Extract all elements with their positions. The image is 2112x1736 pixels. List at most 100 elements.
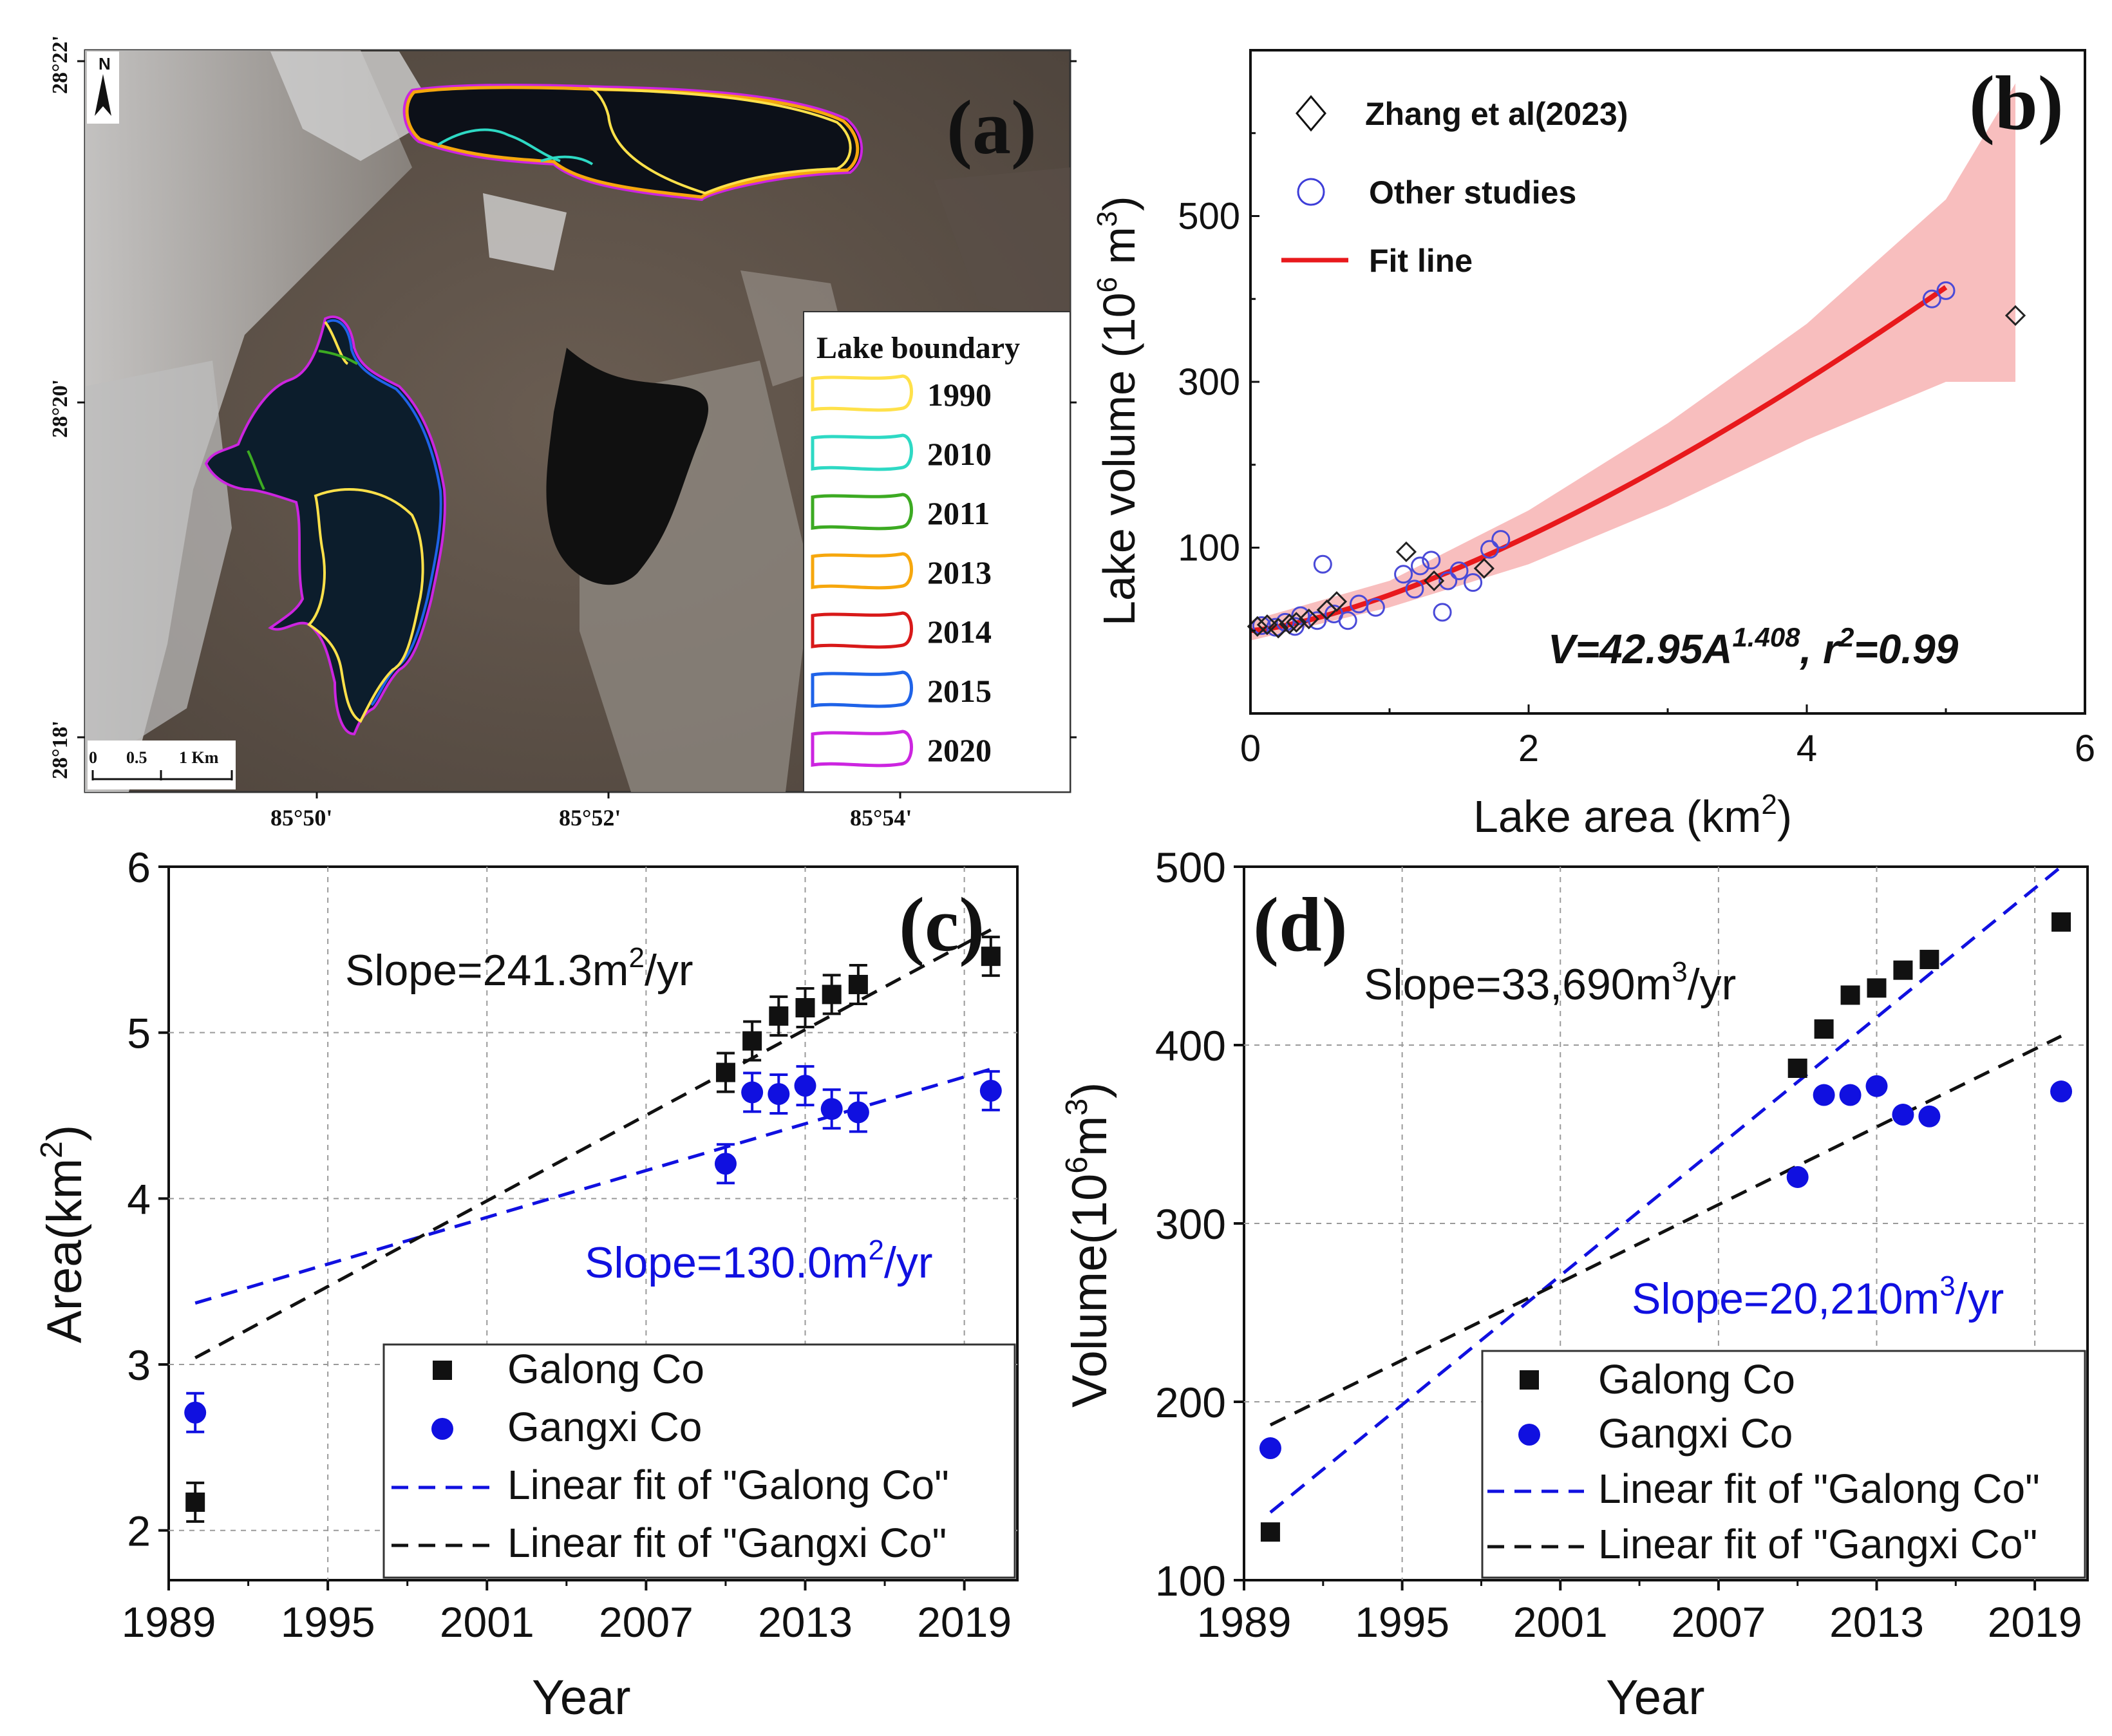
- point-gangxi: [714, 1153, 737, 1175]
- legend-year-2013: 2013: [927, 554, 992, 590]
- legend-galong: Galong Co: [1598, 1356, 1795, 1402]
- other-study-point: [1464, 573, 1483, 592]
- legend-swatch-2020: [811, 730, 913, 768]
- legend-circle-icon: [1297, 178, 1325, 206]
- panel-b-ylabel: Lake volume (106 m3): [1091, 196, 1144, 626]
- legend-swatch-2014: [811, 611, 913, 649]
- point-galong: [1840, 985, 1860, 1005]
- point-galong: [742, 1031, 762, 1051]
- y-tick-label: 6: [127, 844, 151, 891]
- panel-d-label: (d): [1253, 882, 1348, 967]
- legend-dot-icon: [431, 1418, 453, 1440]
- galong-lake-boundaries: [402, 83, 863, 202]
- legend-year-2015: 2015: [927, 673, 992, 709]
- panel-b-points-layer: [1247, 281, 2026, 639]
- zhang-point: [1395, 541, 1417, 563]
- y-tick-label: 100: [1155, 1557, 1226, 1605]
- other-study-point: [1422, 551, 1441, 570]
- fit-line-black: [1269, 1034, 2062, 1427]
- point-gangxi: [979, 1079, 1002, 1102]
- point-galong: [715, 1062, 735, 1082]
- panel-d-chart: 1989 1995 2001 2007 2013 2019100200300400500 …: [1060, 844, 2089, 1725]
- other-study-point: [1394, 565, 1413, 584]
- legend-fit-galong: Linear fit of "Galong Co": [507, 1462, 949, 1508]
- legend-swatch-2010: [811, 433, 913, 471]
- panel-c-legend: Galong Co Gangxi Co Linear fit of "Galon…: [382, 1343, 1016, 1579]
- point-galong: [981, 947, 1001, 967]
- panel-a-map: (a) N 0 0.5 1 Km Lake boundary 1990 2010 2…: [48, 35, 1077, 831]
- lon-label-8552: 85°52': [559, 805, 621, 831]
- legend-square-icon: [433, 1361, 452, 1380]
- panel-c-ylabel: Area(km2): [35, 1125, 92, 1343]
- panel-b-legend: Zhang et al(2023) Other studies Fit line: [1281, 95, 1628, 279]
- other-study-point: [1338, 611, 1357, 630]
- legend-fit-galong: Linear fit of "Galong Co": [1598, 1466, 2040, 1512]
- y-tick-label: 500: [1155, 844, 1226, 891]
- point-galong: [1893, 960, 1913, 980]
- legend-dot-icon: [1518, 1424, 1540, 1446]
- panel-d-ticks: 1989 1995 2001 2007 2013 2019 100 200 300 400 500: [1155, 844, 2082, 1646]
- legend-swatch-1990: [811, 374, 913, 412]
- point-gangxi: [768, 1083, 790, 1106]
- zhang-point: [1286, 612, 1307, 633]
- panel-d-fits: [1269, 865, 2062, 1514]
- point-galong: [1260, 1522, 1280, 1542]
- y-tick-label: 400: [1155, 1022, 1226, 1070]
- panel-d-slope-blue: Slope=20,210m3/yr: [1632, 1270, 2004, 1323]
- point-galong: [1919, 950, 1939, 970]
- x-tick-label: 2001: [440, 1598, 534, 1646]
- point-galong: [795, 998, 815, 1018]
- other-study-point: [1491, 530, 1511, 549]
- legend-year-2011: 2011: [927, 495, 990, 531]
- panel-c-slope-black: Slope=241.3m2/yr: [345, 942, 693, 995]
- legend-swatch-2013: [811, 552, 913, 590]
- point-gangxi: [1839, 1084, 1862, 1106]
- legend-year-2014: 2014: [927, 614, 992, 650]
- legend-gangxi: Gangxi Co: [1598, 1410, 1793, 1457]
- other-study-point: [1433, 603, 1452, 622]
- point-gangxi: [1918, 1105, 1941, 1127]
- panel-b-equation: V=42.95A1.408, r2=0.99: [1548, 622, 1959, 672]
- panel-b-ticks: 0 2 4 6 100 300 500: [1178, 132, 2095, 769]
- legend-galong: Galong Co: [507, 1346, 704, 1392]
- legend-title: Lake boundary: [816, 331, 1020, 365]
- point-gangxi: [1813, 1084, 1835, 1106]
- legend-diamond-icon: [1296, 95, 1326, 132]
- other-study-point: [1936, 281, 1956, 300]
- point-gangxi: [794, 1075, 816, 1097]
- y-tick-label: 200: [1155, 1379, 1226, 1426]
- x-tick-label: 2019: [917, 1598, 1012, 1646]
- zhang-point: [1268, 618, 1289, 639]
- panel-d-legend: Galong Co Gangxi Co Linear fit of "Galon…: [1481, 1350, 2086, 1579]
- panel-d-points: [1259, 912, 2073, 1542]
- point-gangxi: [2050, 1080, 2073, 1103]
- x-tick-label: 0: [1240, 728, 1261, 769]
- gangxi-lake-boundaries: [204, 316, 446, 736]
- y-tick-label: 100: [1178, 527, 1240, 569]
- panel-d-xlabel: Year: [1606, 1670, 1705, 1725]
- point-galong: [769, 1006, 789, 1026]
- unnamed-lake: [546, 348, 708, 585]
- lat-label-2822: 28°22': [48, 35, 72, 94]
- zhang-point: [2004, 305, 2026, 326]
- legend-year-2010: 2010: [927, 436, 992, 472]
- y-tick-label: 300: [1155, 1200, 1226, 1248]
- fit-line-blue: [1269, 865, 2062, 1514]
- other-study-point: [1313, 554, 1332, 574]
- scale-label-0: 0: [89, 748, 97, 767]
- lat-label-2818: 28°18': [48, 721, 72, 779]
- other-study-point: [1291, 606, 1310, 625]
- lon-label-8550: 85°50': [270, 805, 332, 831]
- scale-label-1km: 1 Km: [179, 748, 219, 767]
- point-galong: [1814, 1019, 1834, 1039]
- x-tick-label: 1989: [122, 1598, 216, 1646]
- north-label: N: [99, 54, 111, 73]
- other-study-point: [1405, 580, 1424, 599]
- north-arrow-icon: N: [87, 52, 119, 124]
- panel-c-chart: 1989 1995 2001 2007 2013 2019 2 3 4 5 6 (c) Slope=…: [35, 844, 1019, 1725]
- point-gangxi: [1786, 1165, 1809, 1188]
- y-tick-label: 4: [127, 1175, 151, 1223]
- other-study-point: [1366, 598, 1385, 617]
- panel-d-ylabel: Volume(106m3): [1060, 1082, 1117, 1408]
- panel-b-xlabel: Lake area (km2): [1473, 789, 1792, 842]
